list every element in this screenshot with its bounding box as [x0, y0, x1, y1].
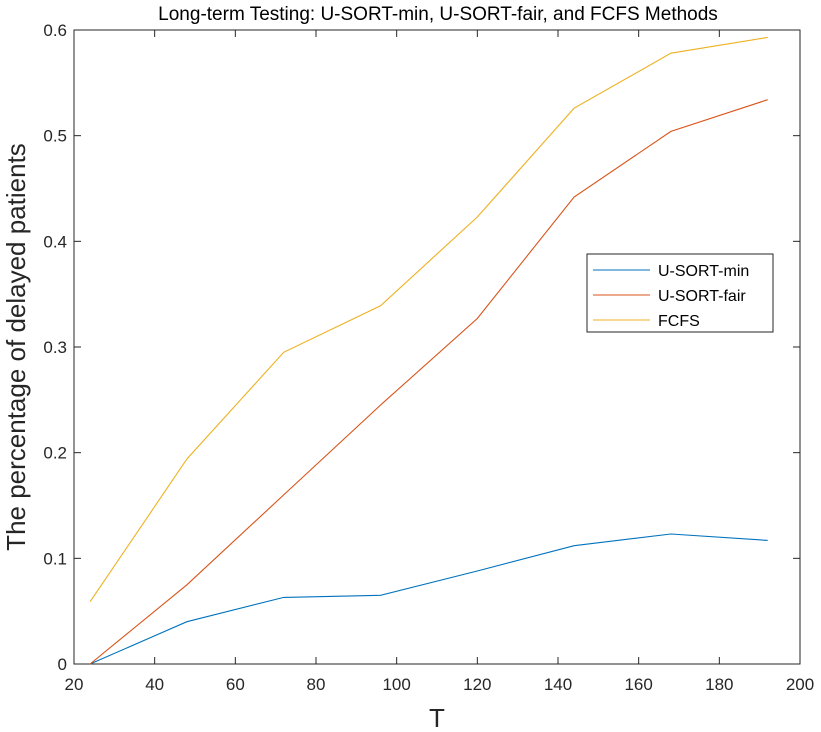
y-tick-label: 0 — [58, 655, 67, 674]
x-tick-label: 160 — [624, 675, 652, 694]
y-tick-label: 0.3 — [43, 338, 67, 357]
y-tick-label: 0.1 — [43, 549, 67, 568]
x-axis: 20 40 60 80 100 120 140 160 180 200 — [65, 30, 814, 694]
x-tick-label: 100 — [382, 675, 410, 694]
x-tick-label: 180 — [705, 675, 733, 694]
x-axis-label: T — [429, 703, 445, 732]
series-line-fcfs — [89, 36, 768, 603]
x-tick-label: 40 — [145, 675, 164, 694]
y-tick-label: 0.2 — [43, 444, 67, 463]
legend-label: U-SORT-fair — [658, 288, 746, 305]
x-tick-label: 60 — [226, 675, 245, 694]
legend-box — [586, 253, 774, 333]
y-tick-label: 0.6 — [43, 21, 67, 40]
y-tick-label: 0.5 — [43, 127, 67, 146]
plot-area — [73, 29, 801, 665]
y-axis-label: The percentage of delayed patients — [1, 143, 31, 551]
series-line-u-sort-min — [89, 533, 768, 665]
x-tick-label: 20 — [65, 675, 84, 694]
y-axis: 0 0.1 0.2 0.3 0.4 0.5 0.6 — [43, 21, 800, 674]
y-tick-label: 0.4 — [43, 232, 67, 251]
x-tick-label: 200 — [786, 675, 814, 694]
legend-label: U-SORT-min — [658, 263, 749, 280]
x-tick-label: 120 — [463, 675, 491, 694]
series-line-u-sort-fair — [89, 99, 768, 665]
series-lines — [89, 36, 768, 665]
chart-title: Long-term Testing: U-SORT-min, U-SORT-fa… — [158, 4, 718, 25]
legend: U-SORT-min U-SORT-fair FCFS — [586, 253, 774, 333]
x-tick-label: 80 — [307, 675, 326, 694]
legend-label: FCFS — [658, 313, 700, 330]
x-tick-label: 140 — [544, 675, 572, 694]
